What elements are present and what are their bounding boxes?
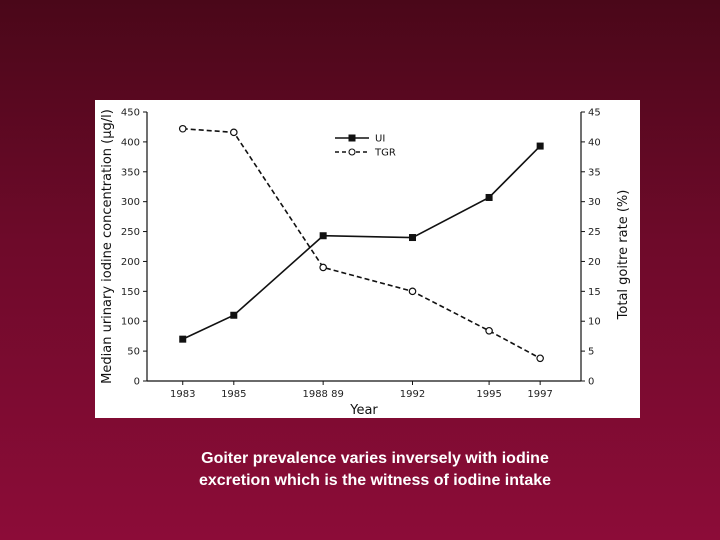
y-tick-label-left: 50: [127, 347, 140, 358]
x-tick-label: 1983: [170, 389, 195, 400]
chart-panel: 0 50 100 150 200 250 300 350 400 450 0 5 10 15 20 25 30 3…: [95, 100, 640, 418]
data-point-ui: [179, 335, 187, 343]
caption-line-1: Goiter prevalence varies inversely with …: [201, 450, 549, 467]
y-tick-label-right: 5: [588, 347, 594, 358]
y-axis-title-left: Median urinary iodine concentration (μg/…: [100, 109, 115, 384]
y-tick-label-right: 20: [588, 257, 601, 268]
x-tick-label: 1992: [400, 389, 425, 400]
y-tick-label-right: 10: [588, 317, 601, 328]
data-point-ui: [485, 193, 493, 201]
x-tick-label: 1997: [527, 389, 552, 400]
x-axis-title: Year: [349, 403, 378, 418]
y-axis-title-right: Total goitre rate (%): [616, 190, 631, 321]
data-point-tgr: [408, 287, 417, 296]
x-tick-label: 1985: [221, 389, 246, 400]
y-tick-label-left: 250: [121, 227, 140, 238]
caption-line-2: excretion which is the witness of iodine…: [198, 472, 552, 489]
data-point-tgr: [536, 354, 544, 363]
y-tick-label-left: 350: [121, 167, 140, 178]
y-tick-label-left: 400: [121, 137, 140, 148]
line-chart: 0 50 100 150 200 250 300 350 400 450 0 5 10 15 20 25 30 3…: [100, 108, 631, 419]
series-line-ui: [182, 145, 541, 340]
data-point-ui: [230, 311, 238, 319]
series-line-tgr: [182, 127, 541, 359]
legend-marker-tgr: [348, 148, 356, 156]
y-tick-label-right: 35: [588, 167, 601, 178]
y-tick-label-left: 450: [121, 108, 140, 119]
y-tick-label-left: 100: [121, 317, 140, 328]
y-tick-label-right: 40: [588, 137, 601, 148]
y-tick-label-right: 45: [588, 108, 601, 119]
x-tick-label: 1988 89: [302, 389, 343, 400]
data-point-ui: [319, 232, 327, 240]
x-tick-label: 1995: [476, 389, 501, 400]
data-point-ui: [536, 142, 544, 150]
y-tick-label-right: 0: [588, 377, 594, 388]
legend-label-ui: UI: [375, 134, 385, 145]
y-tick-label-right: 15: [588, 287, 601, 298]
y-tick-label-right: 30: [588, 197, 601, 208]
y-tick-label-left: 200: [121, 257, 140, 268]
data-point-ui: [409, 234, 417, 242]
caption: Goiter prevalence varies inversely with …: [100, 448, 650, 492]
y-tick-label-left: 0: [134, 377, 140, 388]
data-point-tgr: [230, 128, 238, 137]
y-tick-label-left: 150: [121, 287, 140, 298]
legend-marker-ui: [348, 134, 356, 142]
legend-label-tgr: TGR: [374, 148, 396, 159]
data-point-tgr: [178, 124, 187, 133]
y-tick-label-right: 25: [588, 227, 601, 238]
data-point-tgr: [485, 326, 493, 335]
data-point-tgr: [319, 263, 327, 272]
y-tick-label-left: 300: [121, 197, 140, 208]
